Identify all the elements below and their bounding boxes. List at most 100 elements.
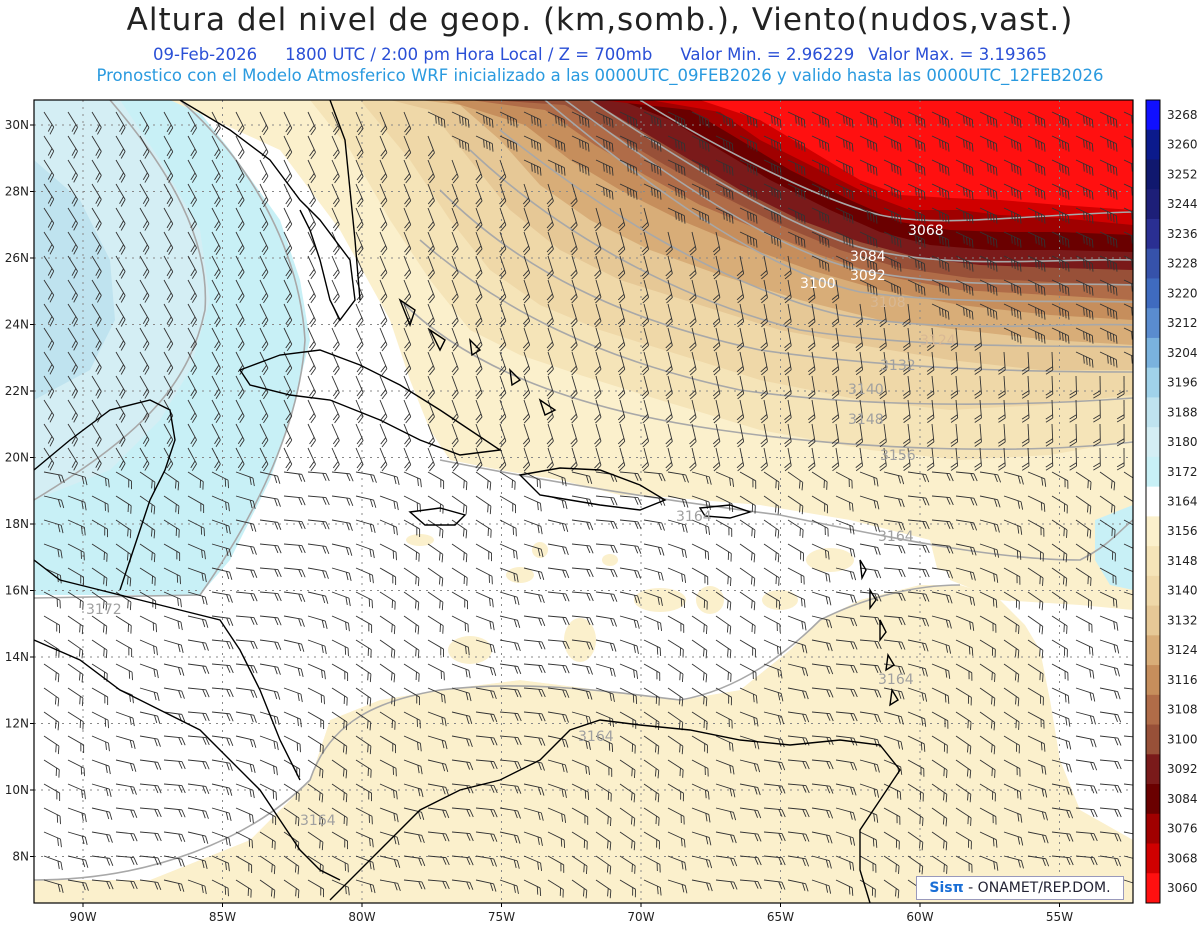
wind-barb — [403, 159, 412, 184]
contour-label: 3164 — [676, 509, 712, 525]
colorbar-label: 3108 — [1167, 703, 1198, 717]
wind-barb — [499, 159, 507, 184]
wind-barb — [307, 159, 316, 184]
wind-barb — [187, 183, 197, 207]
wind-barb — [475, 159, 483, 184]
contour-label: 3132 — [880, 358, 916, 374]
wind-barb — [403, 111, 412, 136]
wind-barb — [667, 183, 686, 200]
wind-barb — [643, 159, 662, 176]
wind-barb — [667, 135, 686, 152]
shade-3188-west — [34, 160, 115, 400]
wind-barb — [475, 207, 483, 232]
colorbar-label: 3132 — [1167, 613, 1198, 627]
wind-barb — [571, 111, 590, 128]
colorbar-swatch — [1146, 189, 1160, 220]
colorbar-swatch — [1146, 575, 1160, 607]
wind-barb — [811, 183, 830, 200]
wind-barb — [835, 183, 854, 200]
colorbar-swatch — [1146, 159, 1160, 190]
wind-barb — [643, 183, 662, 200]
wind-barb — [91, 183, 102, 207]
colorbar-swatch — [1146, 635, 1160, 666]
contour-label: 3164 — [878, 672, 914, 688]
wind-barb — [283, 207, 293, 232]
colorbar-label: 3260 — [1167, 138, 1198, 152]
wind-barb — [43, 135, 55, 159]
colorbar-swatch — [1146, 605, 1160, 636]
wind-barb — [1051, 135, 1070, 152]
wind-barb — [619, 159, 638, 176]
wind-barb — [379, 183, 388, 208]
lon-tick-label: 75W — [488, 910, 515, 924]
wind-barb — [1099, 183, 1118, 200]
wind-barb — [955, 159, 974, 176]
colorbar-swatch — [1146, 843, 1160, 874]
wind-barb — [619, 183, 638, 200]
wind-barb — [139, 159, 150, 183]
wind-barb — [1123, 183, 1133, 196]
wind-barb — [1003, 135, 1022, 152]
wind-barb — [187, 159, 197, 183]
contour-line — [34, 584, 961, 881]
wind-barb — [739, 135, 758, 152]
wind-barb — [1003, 183, 1022, 200]
credit-box: Sisπ - ONAMET/REP.DOM. — [916, 876, 1124, 900]
colorbar-swatch — [1146, 308, 1160, 339]
wind-barb — [739, 111, 758, 128]
wind-barb — [499, 183, 507, 208]
wind-barb — [522, 207, 531, 232]
wind-barb — [211, 183, 221, 207]
wind-barb — [811, 111, 830, 128]
wind-barb — [763, 135, 782, 152]
colorbar-swatch — [1146, 129, 1160, 160]
contour-label: 3164 — [878, 529, 914, 545]
wind-barb — [931, 111, 950, 128]
map-title: Altura del nivel de geop. (km,somb.), Vi… — [126, 2, 1074, 38]
wind-barb — [187, 135, 197, 159]
colorbar-swatch — [1146, 873, 1160, 904]
lon-tick-label: 60W — [906, 910, 933, 924]
colorbar-swatch — [1146, 724, 1160, 755]
lat-tick-label: 8N — [12, 850, 29, 864]
wind-barb — [763, 159, 782, 176]
wind-barb — [499, 207, 507, 232]
colorbar-label: 3244 — [1167, 197, 1198, 211]
wind-barb — [979, 111, 998, 128]
wind-barb — [211, 207, 221, 231]
lat-tick-label: 14N — [5, 650, 29, 664]
wind-barb — [139, 183, 150, 207]
wind-barb — [163, 159, 174, 183]
wind-barb — [1075, 183, 1094, 200]
colorbar-swatch — [1146, 337, 1160, 369]
wind-barb — [619, 111, 638, 128]
wind-barb — [883, 183, 902, 200]
contour-label: 3084 — [850, 249, 886, 265]
wind-barb — [427, 159, 435, 184]
colorbar-label: 3236 — [1167, 227, 1198, 241]
wind-barb — [379, 159, 388, 184]
wind-barb — [811, 135, 830, 152]
colorbar-swatch — [1146, 278, 1160, 309]
wind-barb — [331, 207, 340, 232]
wind-barb — [979, 159, 998, 176]
wind-barb — [427, 135, 435, 160]
colorbar-swatch — [1146, 694, 1160, 726]
wind-barb — [1075, 135, 1094, 152]
wind-barb — [931, 135, 950, 152]
wind-barb — [115, 135, 126, 159]
wind-barb — [235, 159, 245, 184]
lat-tick-label: 10N — [5, 783, 29, 797]
contour-line — [499, 129, 1133, 328]
wind-barb — [715, 111, 734, 128]
contour-line — [589, 100, 1133, 263]
wind-barb — [570, 183, 578, 208]
wind-barb — [355, 159, 364, 184]
lat-tick-label: 20N — [5, 451, 29, 465]
wind-barb — [331, 183, 340, 208]
wind-barb — [547, 159, 566, 176]
wind-barb — [763, 111, 782, 128]
colorbar-label: 3196 — [1167, 376, 1198, 390]
min-value: Valor Min. = 2.96229 — [680, 45, 855, 64]
